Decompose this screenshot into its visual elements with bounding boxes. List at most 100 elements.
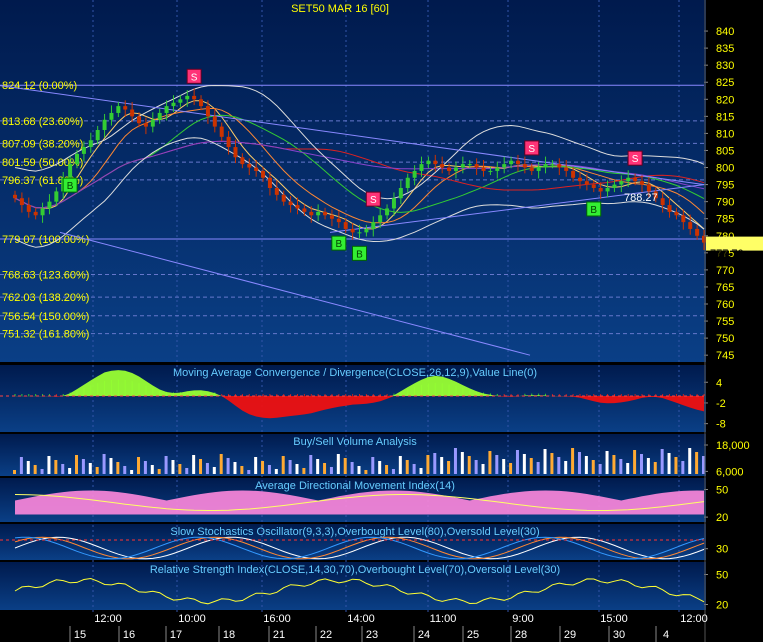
volume-bar (130, 470, 134, 474)
candle-body (460, 164, 465, 168)
candle-body (233, 147, 238, 158)
candle-body (88, 140, 93, 148)
x-time-label: 16:00 (263, 613, 291, 625)
moving-average-line (14, 140, 705, 209)
candle-body (584, 181, 589, 185)
y-tick-label: 820 (716, 94, 734, 106)
candle-body (185, 95, 190, 100)
panel-tick-label: 30 (716, 544, 728, 556)
volume-bar (350, 462, 354, 474)
volume-bar (219, 454, 223, 474)
macd-area (15, 396, 704, 419)
candle-body (47, 201, 52, 209)
x-day-label: 4 (663, 629, 669, 641)
candle-body (440, 164, 445, 168)
volume-bar (137, 457, 141, 474)
candle-body (336, 218, 341, 223)
candle-body (226, 136, 231, 148)
volume-bar (633, 450, 637, 474)
volume-bar (240, 466, 244, 474)
volume-bar (157, 469, 161, 474)
time-axis-bg (0, 612, 706, 642)
candle-body (267, 177, 272, 188)
volume-bar (495, 455, 499, 474)
candle-body (240, 157, 245, 165)
fib-level-label: 762.03 (138.20%) (2, 292, 89, 304)
panel-title: Average Directional Movement Index(14) (255, 480, 455, 492)
volume-bar (171, 460, 175, 474)
candle-body (323, 211, 328, 216)
volume-bar (288, 460, 292, 474)
volume-bar (61, 464, 65, 474)
candle-body (123, 106, 128, 110)
volume-bar (302, 468, 306, 474)
trend-line (0, 85, 705, 186)
candle-body (261, 170, 266, 178)
candle-body (378, 215, 383, 223)
candle-body (619, 181, 624, 185)
candle-body (660, 198, 665, 206)
candle-body (19, 198, 24, 206)
panel-tick-label: 4 (716, 377, 722, 389)
fib-level-label: 813.68 (23.60%) (2, 116, 83, 128)
volume-bar (309, 455, 313, 474)
candle-body (412, 170, 417, 178)
y-tick-label: 785 (716, 214, 734, 226)
sell-signal (365, 191, 381, 207)
buy-signal (586, 201, 602, 217)
volume-bar (185, 468, 189, 474)
panel-tick-label: 6,000 (716, 466, 744, 478)
volume-bar (702, 456, 705, 474)
candle-body (667, 205, 672, 212)
price-annotation: 788.27 (624, 192, 658, 204)
volume-bar (522, 454, 526, 474)
signal-label: B (67, 181, 74, 192)
volume-bar (391, 469, 395, 474)
volume-bar (564, 461, 568, 474)
y-tick-label: 810 (716, 128, 734, 140)
y-tick-label: 750 (716, 333, 734, 345)
x-day-label: 17 (170, 629, 182, 641)
volume-bar (426, 455, 430, 474)
x-day-label: 30 (613, 629, 625, 641)
trend-line (59, 231, 531, 356)
x-time-label: 12:00 (680, 613, 708, 625)
volume-bar (688, 448, 692, 474)
panel-title: Slow Stochastics Oscillator(9,3,3),Overb… (170, 526, 539, 538)
trend-line (329, 184, 705, 233)
candle-body (509, 160, 514, 165)
y-tick-label: 765 (716, 282, 734, 294)
candle-body (405, 177, 410, 188)
volume-bar (612, 455, 616, 474)
volume-bar (460, 452, 464, 474)
candle-body (150, 119, 155, 127)
candle-body (502, 164, 507, 168)
volume-bar (164, 456, 168, 474)
volume-bar (488, 451, 492, 474)
volume-bar (598, 464, 602, 474)
fib-level-label: 824.12 (0.00%) (2, 80, 77, 92)
candle-body (350, 228, 355, 233)
volume-bar (515, 450, 519, 474)
candle-body (357, 232, 362, 234)
fib-level-label: 807.09 (38.20%) (2, 138, 83, 150)
candle-body (426, 160, 431, 165)
candle-body (178, 99, 183, 103)
x-day-label: 15 (74, 629, 86, 641)
x-day-label: 28 (515, 629, 527, 641)
candle-body (488, 170, 493, 172)
candle-body (371, 222, 376, 229)
candle-body (543, 164, 548, 168)
y-tick-label: 795 (716, 180, 734, 192)
candle-body (447, 167, 452, 171)
signal-label: B (335, 239, 342, 250)
volume-bar (660, 449, 664, 474)
volume-bar (267, 465, 271, 474)
volume-bar (205, 463, 209, 474)
signal-label: B (356, 249, 363, 260)
x-day-label: 29 (564, 629, 576, 641)
candle-body (522, 164, 527, 168)
candle-body (474, 164, 479, 168)
axes: 8408358308258208158108058007957907857807… (69, 0, 763, 642)
